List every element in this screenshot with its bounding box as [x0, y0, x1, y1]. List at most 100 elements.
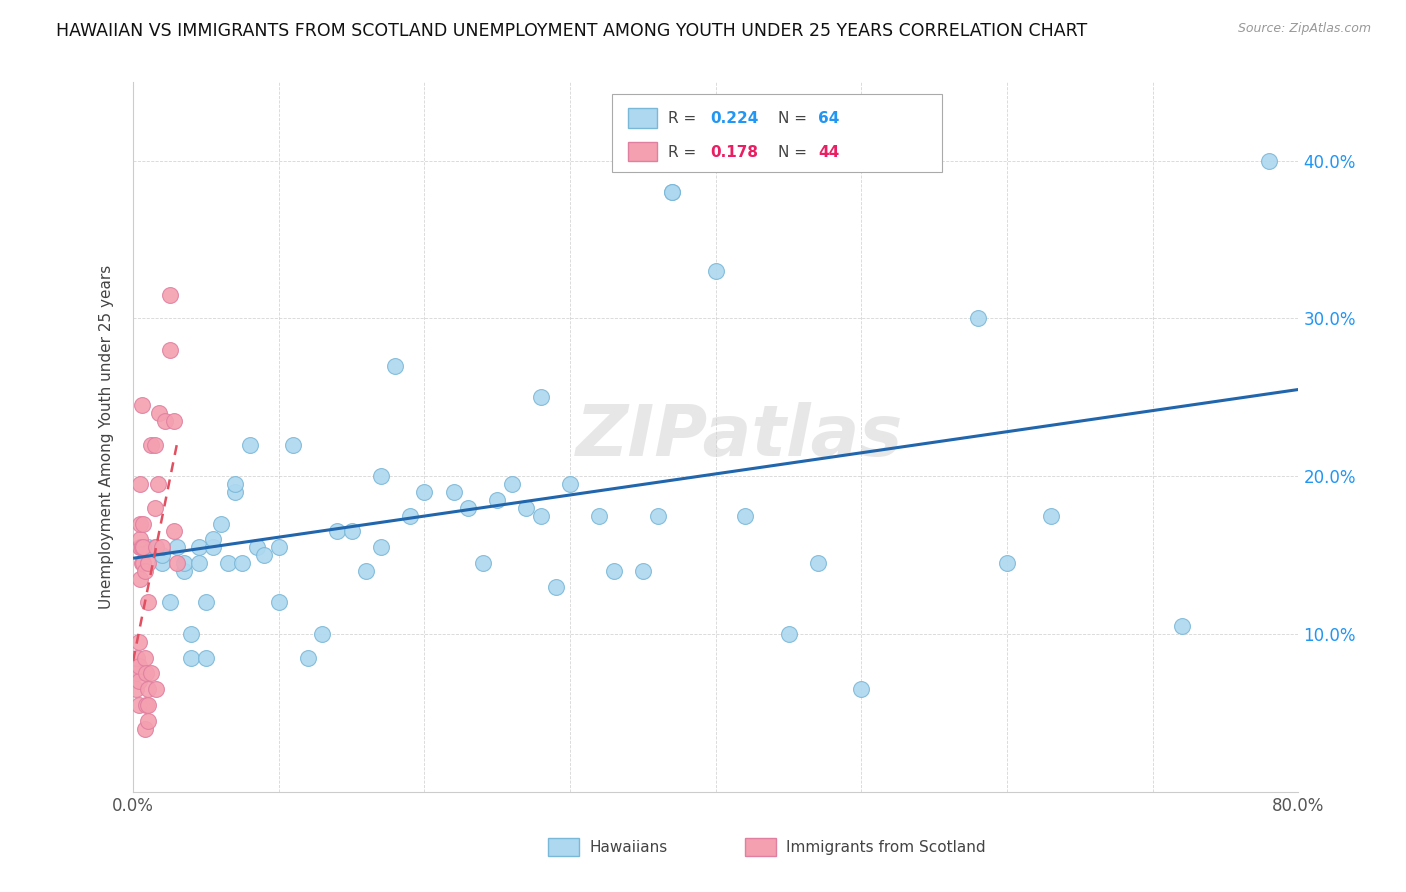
- Point: [173, 556, 195, 570]
- Point: [128, 674, 150, 689]
- Point: [187, 540, 209, 554]
- Point: [163, 524, 186, 539]
- Point: [399, 508, 422, 523]
- Point: [544, 580, 567, 594]
- Point: [135, 698, 157, 712]
- Point: [131, 398, 153, 412]
- Point: [370, 469, 392, 483]
- Point: [150, 548, 173, 562]
- Point: [194, 650, 217, 665]
- Text: Source: ZipAtlas.com: Source: ZipAtlas.com: [1237, 22, 1371, 36]
- Point: [515, 500, 537, 515]
- Point: [340, 524, 363, 539]
- Point: [209, 516, 232, 531]
- Point: [132, 556, 155, 570]
- Text: R =: R =: [668, 111, 702, 126]
- Point: [253, 548, 276, 562]
- Point: [146, 477, 169, 491]
- Point: [267, 540, 290, 554]
- Point: [588, 508, 610, 523]
- Point: [131, 556, 153, 570]
- Point: [224, 477, 246, 491]
- Point: [1258, 153, 1281, 168]
- Point: [128, 635, 150, 649]
- Text: N =: N =: [778, 145, 811, 160]
- Point: [194, 595, 217, 609]
- Text: Hawaiians: Hawaiians: [589, 840, 668, 855]
- Point: [136, 698, 159, 712]
- Point: [1039, 508, 1062, 523]
- Point: [136, 714, 159, 728]
- Point: [603, 564, 626, 578]
- Point: [148, 406, 170, 420]
- Point: [134, 650, 156, 665]
- Point: [150, 540, 173, 554]
- Point: [631, 564, 654, 578]
- Point: [326, 524, 349, 539]
- Point: [267, 595, 290, 609]
- Point: [143, 500, 166, 515]
- Text: 64: 64: [818, 111, 839, 126]
- Point: [807, 556, 830, 570]
- Point: [127, 650, 149, 665]
- Point: [734, 508, 756, 523]
- Point: [135, 666, 157, 681]
- Text: 44: 44: [818, 145, 839, 160]
- Point: [558, 477, 581, 491]
- Point: [851, 682, 873, 697]
- Point: [370, 540, 392, 554]
- Point: [297, 650, 319, 665]
- Point: [202, 533, 225, 547]
- Point: [143, 438, 166, 452]
- Point: [661, 186, 683, 200]
- Point: [127, 666, 149, 681]
- Point: [661, 186, 683, 200]
- Point: [995, 556, 1018, 570]
- Point: [1171, 619, 1194, 633]
- Point: [173, 564, 195, 578]
- Point: [180, 650, 202, 665]
- Point: [143, 540, 166, 554]
- Point: [530, 508, 553, 523]
- Point: [246, 540, 269, 554]
- Text: ZIPatlas: ZIPatlas: [575, 402, 903, 471]
- Point: [471, 556, 494, 570]
- Point: [136, 682, 159, 697]
- Point: [239, 438, 262, 452]
- Point: [139, 438, 162, 452]
- Point: [132, 516, 155, 531]
- Point: [704, 264, 727, 278]
- Point: [150, 556, 173, 570]
- Point: [136, 540, 159, 554]
- Point: [128, 658, 150, 673]
- Point: [647, 508, 669, 523]
- Point: [153, 414, 176, 428]
- Point: [224, 485, 246, 500]
- Point: [413, 485, 436, 500]
- Point: [166, 556, 188, 570]
- Point: [131, 540, 153, 554]
- Point: [283, 438, 305, 452]
- Text: HAWAIIAN VS IMMIGRANTS FROM SCOTLAND UNEMPLOYMENT AMONG YOUTH UNDER 25 YEARS COR: HAWAIIAN VS IMMIGRANTS FROM SCOTLAND UNE…: [56, 22, 1087, 40]
- Point: [166, 540, 188, 554]
- Point: [217, 556, 239, 570]
- Text: R =: R =: [668, 145, 702, 160]
- Point: [187, 556, 209, 570]
- Point: [132, 540, 155, 554]
- Point: [163, 414, 186, 428]
- Point: [129, 516, 152, 531]
- Point: [159, 288, 181, 302]
- Text: Immigrants from Scotland: Immigrants from Scotland: [786, 840, 986, 855]
- Point: [231, 556, 253, 570]
- Text: 0.224: 0.224: [710, 111, 758, 126]
- Point: [129, 477, 152, 491]
- Point: [145, 540, 167, 554]
- Point: [129, 540, 152, 554]
- Point: [384, 359, 406, 373]
- Point: [443, 485, 465, 500]
- Text: N =: N =: [778, 111, 811, 126]
- Point: [139, 666, 162, 681]
- Point: [967, 311, 990, 326]
- Point: [129, 540, 152, 554]
- Point: [457, 500, 479, 515]
